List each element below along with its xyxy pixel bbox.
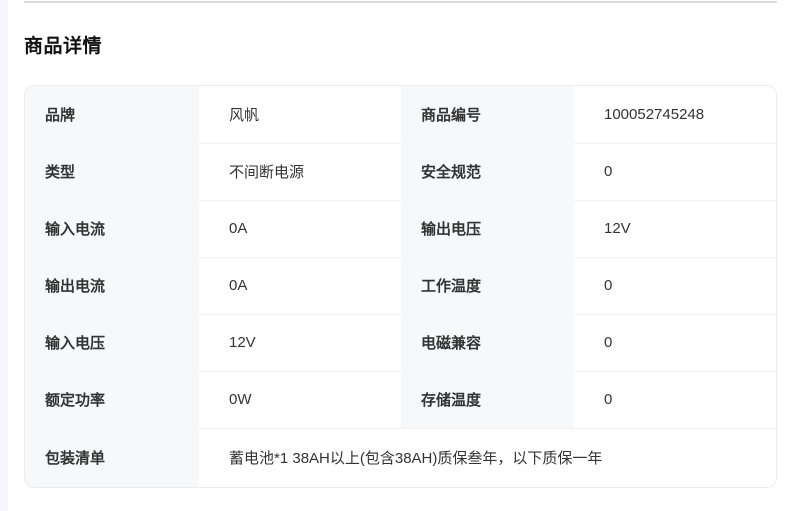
spec-value-cell: 12V [574, 199, 776, 257]
spec-label-cell: 工作温度 [401, 257, 574, 314]
spec-value-cell: 不间断电源 [199, 142, 401, 200]
top-divider [24, 1, 777, 3]
product-spec-table: 品牌 风帆 商品编号 100052745248 类型 不间断电源 安全规范 0 … [25, 86, 776, 487]
spec-row-packing-list: 包装清单 蓄电池*1 38AH以上(包含38AH)质保叁年，以下质保一年 [25, 427, 776, 487]
spec-label-cell: 品牌 [25, 86, 199, 143]
spec-value-cell: 蓄电池*1 38AH以上(包含38AH)质保叁年，以下质保一年 [199, 427, 776, 487]
spec-value-cell: 0 [574, 313, 776, 371]
spec-value-cell: 100052745248 [574, 86, 776, 143]
spec-label-cell: 输出电流 [25, 257, 199, 314]
spec-row: 输出电流 0A 工作温度 0 [25, 256, 776, 314]
spec-label-cell: 输入电流 [25, 200, 199, 257]
spec-row: 类型 不间断电源 安全规范 0 [25, 142, 776, 200]
spec-label-cell: 输出电压 [401, 200, 574, 257]
spec-table-card: 品牌 风帆 商品编号 100052745248 类型 不间断电源 安全规范 0 … [24, 85, 777, 488]
spec-label-cell: 安全规范 [401, 143, 574, 200]
spec-label-cell: 输入电压 [25, 314, 199, 371]
spec-value-cell: 风帆 [199, 86, 401, 143]
spec-value-cell: 0A [199, 199, 401, 257]
spec-row: 品牌 风帆 商品编号 100052745248 [25, 86, 776, 143]
spec-value-cell: 0W [199, 370, 401, 428]
spec-label-cell: 类型 [25, 143, 199, 200]
spec-value-cell: 0A [199, 256, 401, 314]
spec-label-cell: 电磁兼容 [401, 314, 574, 371]
spec-row: 输入电压 12V 电磁兼容 0 [25, 313, 776, 371]
spec-label-cell: 额定功率 [25, 371, 199, 428]
spec-value-cell: 0 [574, 142, 776, 200]
spec-label-cell: 存储温度 [401, 371, 574, 428]
page-title: 商品详情 [24, 36, 103, 57]
page-left-gutter [0, 0, 8, 511]
spec-row: 额定功率 0W 存储温度 0 [25, 370, 776, 428]
spec-label-cell: 包装清单 [25, 428, 199, 487]
spec-label-cell: 商品编号 [401, 86, 574, 143]
spec-row: 输入电流 0A 输出电压 12V [25, 199, 776, 257]
product-detail-section: 商品详情 品牌 风帆 商品编号 100052745248 类型 不间断电源 [24, 0, 777, 488]
spec-value-cell: 0 [574, 370, 776, 428]
spec-value-cell: 12V [199, 313, 401, 371]
spec-value-cell: 0 [574, 256, 776, 314]
